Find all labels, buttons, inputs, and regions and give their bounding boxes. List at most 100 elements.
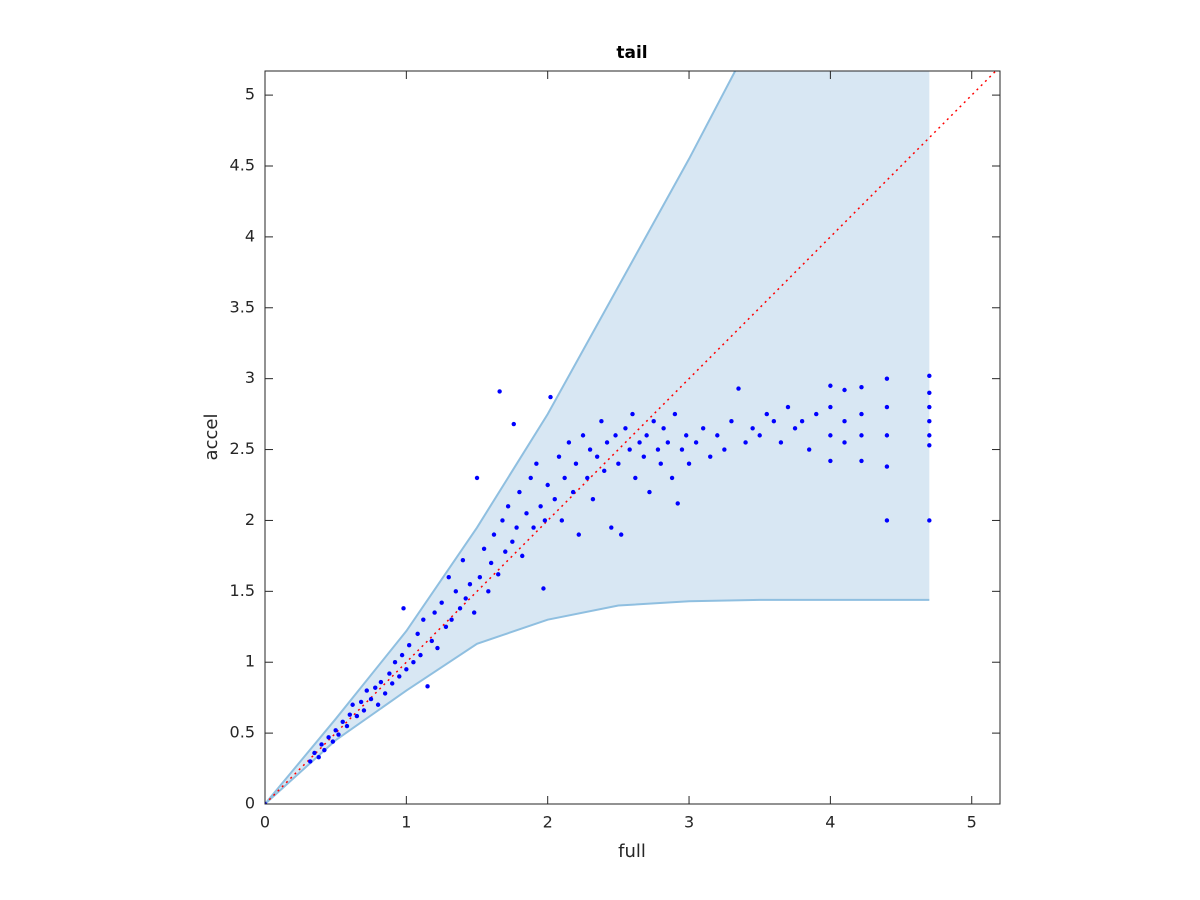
point xyxy=(505,504,511,509)
point xyxy=(594,454,600,459)
y-tick-label: 0 xyxy=(245,794,255,813)
point xyxy=(520,553,525,559)
point xyxy=(686,461,692,466)
point xyxy=(722,447,727,452)
point xyxy=(265,801,268,804)
point xyxy=(669,475,675,481)
point xyxy=(792,426,798,431)
point xyxy=(750,426,755,431)
point xyxy=(322,747,327,753)
point xyxy=(609,525,614,530)
point xyxy=(486,589,491,594)
point xyxy=(308,759,313,764)
point xyxy=(387,671,392,676)
point xyxy=(514,525,519,530)
point xyxy=(556,454,562,459)
x-tick-label: 2 xyxy=(543,813,553,832)
point xyxy=(541,586,546,591)
point xyxy=(661,426,666,431)
point xyxy=(457,606,463,611)
point xyxy=(627,447,632,452)
point xyxy=(859,411,864,417)
point xyxy=(477,574,483,580)
point xyxy=(814,411,819,417)
point xyxy=(665,440,671,445)
point xyxy=(392,660,398,665)
point xyxy=(590,496,596,502)
point xyxy=(633,475,638,481)
y-tick-label: 1 xyxy=(245,652,255,671)
point xyxy=(435,645,440,651)
point xyxy=(344,723,350,729)
point xyxy=(316,755,321,760)
point xyxy=(644,433,649,438)
point xyxy=(799,418,805,424)
point xyxy=(585,475,590,481)
plot-area xyxy=(265,71,997,804)
point xyxy=(378,679,384,685)
point xyxy=(637,440,642,445)
point xyxy=(418,652,423,658)
point xyxy=(358,699,364,705)
point xyxy=(432,610,437,615)
y-tick-label: 0.5 xyxy=(230,723,255,742)
point xyxy=(350,702,355,707)
point xyxy=(743,440,748,445)
point xyxy=(542,518,548,523)
point xyxy=(467,582,473,587)
point xyxy=(771,418,777,424)
point xyxy=(326,735,331,740)
point xyxy=(806,447,812,452)
point xyxy=(503,549,508,554)
x-axis-label: full xyxy=(618,841,646,862)
point xyxy=(679,447,685,452)
y-tick-label: 2.5 xyxy=(230,439,255,458)
point xyxy=(613,433,618,438)
point xyxy=(842,387,847,393)
point xyxy=(446,574,451,580)
point xyxy=(425,684,430,689)
y-tick-label: 3 xyxy=(245,368,255,387)
point xyxy=(884,376,890,381)
chart-title: tail xyxy=(616,43,647,63)
point xyxy=(884,464,890,469)
point xyxy=(312,750,317,756)
point xyxy=(616,461,621,466)
y-tick-label: 1.5 xyxy=(230,581,255,600)
point xyxy=(531,525,536,530)
point xyxy=(715,433,720,438)
point xyxy=(927,443,932,448)
point xyxy=(500,518,505,523)
point xyxy=(517,489,522,495)
point xyxy=(647,489,652,495)
point xyxy=(655,447,661,452)
y-tick-label: 4.5 xyxy=(230,155,255,174)
point xyxy=(552,496,557,502)
point xyxy=(693,440,699,445)
point xyxy=(562,475,567,481)
point xyxy=(927,373,932,379)
point xyxy=(443,624,449,629)
point xyxy=(764,411,769,417)
point xyxy=(528,475,533,481)
point xyxy=(884,518,890,523)
point xyxy=(354,713,360,719)
point xyxy=(333,728,338,733)
point xyxy=(927,433,932,438)
point xyxy=(491,532,497,537)
point xyxy=(604,440,610,445)
x-tick-label: 3 xyxy=(684,813,694,832)
point xyxy=(757,433,762,438)
y-tick-label: 2 xyxy=(245,510,255,529)
point xyxy=(623,426,628,431)
y-tick-label: 3.5 xyxy=(230,297,255,316)
point xyxy=(471,610,477,615)
point xyxy=(570,489,576,495)
point xyxy=(361,708,367,713)
point xyxy=(651,418,656,424)
point xyxy=(511,421,516,427)
point xyxy=(736,386,741,391)
point xyxy=(859,458,864,464)
point xyxy=(399,652,405,658)
point xyxy=(534,461,539,466)
